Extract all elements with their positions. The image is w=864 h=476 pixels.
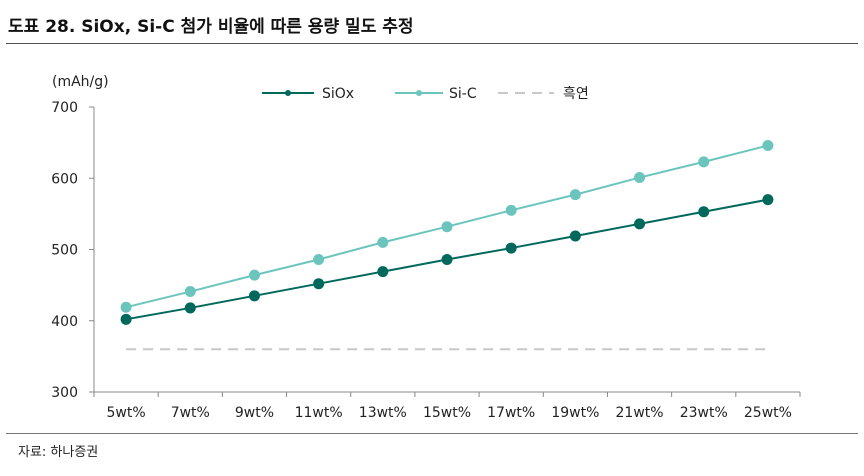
axes [89,106,801,397]
data-point-1-3 [313,253,325,265]
y-axis-unit-label: (mAh/g) [52,74,109,90]
x-tick-label: 23wt% [680,405,728,421]
data-point-1-7 [569,189,581,201]
x-tick-label: 17wt% [487,405,535,421]
x-tick-label: 15wt% [423,405,471,421]
footer-divider [6,433,858,434]
x-tick-label: 7wt% [171,405,210,421]
legend-label-0: SiOx [322,86,354,102]
data-point-1-8 [634,172,646,184]
x-tick-label: 25wt% [744,405,792,421]
y-tick-label: 500 [51,243,78,259]
data-point-0-10 [762,194,774,206]
y-tick-labels: 300 400 500 600 700 [51,100,78,401]
data-point-0-8 [634,218,646,230]
legend-label-1: Si-C [449,86,477,102]
data-point-0-1 [184,302,196,314]
data-point-1-4 [377,236,389,248]
y-tick-label: 700 [51,100,78,116]
series-group [120,139,774,351]
title-divider [6,43,858,44]
data-point-1-5 [441,221,453,233]
x-tick-label: 21wt% [616,405,664,421]
legend-marker-0 [285,90,291,96]
data-point-0-0 [120,313,132,325]
y-tick-label: 400 [51,314,78,330]
data-point-0-5 [441,253,453,265]
x-tick-labels: 5wt% 7wt% 9wt% 11wt% 13wt% 15wt% 17wt% 19wt% 21w… [107,405,792,421]
figure-title: 도표 28. SiOx, Si-C 첨가 비율에 따른 용량 밀도 추정 [8,17,414,37]
y-tick-label: 300 [51,385,78,401]
x-tick-label: 5wt% [107,405,146,421]
data-point-1-9 [698,156,710,168]
x-tick-label: 19wt% [551,405,599,421]
data-point-1-2 [248,269,260,281]
data-point-1-10 [762,139,774,151]
y-tick-label: 600 [51,171,78,187]
x-tick-label: 11wt% [295,405,343,421]
legend-label-2: 흑연 [563,85,589,102]
source-note: 자료: 하나증권 [18,445,99,460]
x-tick-label: 13wt% [359,405,407,421]
data-point-1-6 [505,204,517,216]
data-point-1-0 [120,301,132,313]
data-point-0-7 [569,230,581,242]
data-point-0-6 [505,242,517,254]
legend: SiOx Si-C 흑연 [262,85,589,102]
data-point-0-4 [377,266,389,278]
data-point-0-2 [248,290,260,302]
data-point-0-3 [313,278,325,290]
x-tick-label: 9wt% [235,405,274,421]
data-point-0-9 [698,206,710,218]
legend-marker-1 [416,90,422,96]
data-point-1-1 [184,286,196,298]
